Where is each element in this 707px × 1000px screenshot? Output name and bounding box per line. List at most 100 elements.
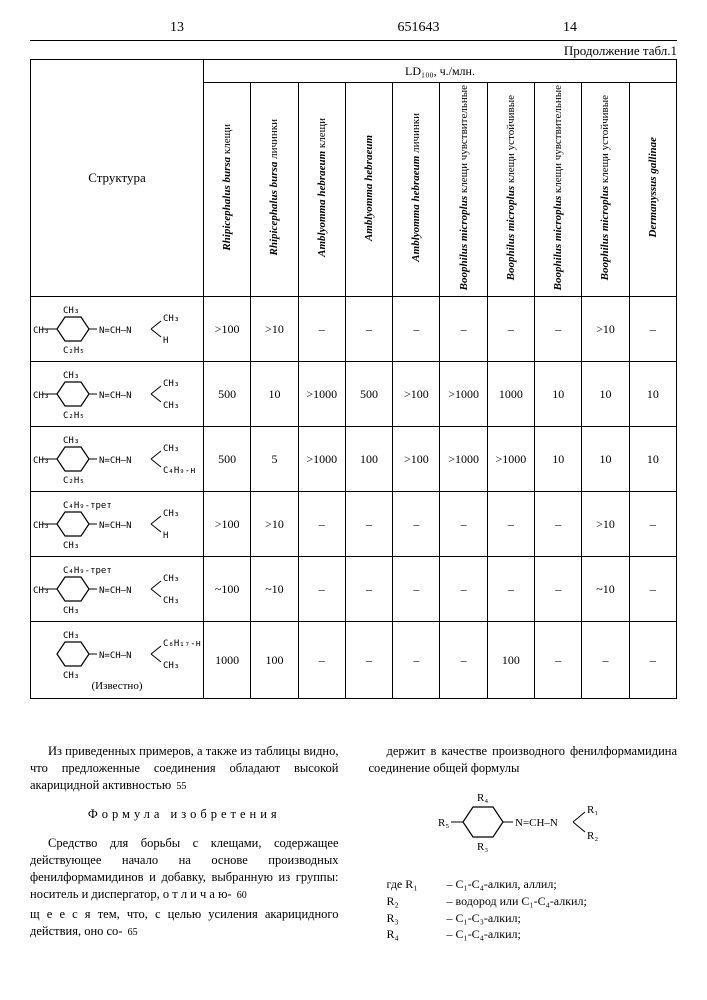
value-cell: – [582,622,629,699]
svg-text:C₄H₉-трет: C₄H₉-трет [63,566,112,576]
svg-text:C₂H₅: C₂H₅ [63,411,85,420]
value-cell: ~100 [204,557,251,622]
value-cell: – [440,557,487,622]
page-num-left: 13 [170,20,184,36]
svg-text:N=CH–N: N=CH–N [99,456,132,466]
value-cell: – [629,622,676,699]
value-cell: >10 [251,297,298,362]
svg-text:N=CH–N: N=CH–N [515,817,558,829]
line-number-65: 65 [128,927,138,938]
right-column: держит в качестве производного фенилформ… [369,739,678,944]
table-row: CH₃ CH₃ C₂H₅ N=CH–N CH₃ H >100>10––––––>… [31,297,677,362]
value-cell: ~10 [582,557,629,622]
formula-title: Формула изобретения [30,806,339,823]
where-row: R₄– C₁-C₄-алкил; [369,926,678,943]
value-cell: 10 [582,362,629,427]
col-header-9: Dermanyssus gallinae [629,83,676,297]
svg-text:CH₃: CH₃ [63,436,79,446]
structure-cell: CH₃ CH₃ C₂H₅ N=CH–N CH₃ CH₃ [31,362,204,427]
value-cell: >10 [582,297,629,362]
value-cell: >100 [204,492,251,557]
value-cell: 10 [629,427,676,492]
value-cell: 5 [251,427,298,492]
value-cell: >1000 [298,362,345,427]
value-cell: – [393,492,440,557]
table-body: CH₃ CH₃ C₂H₅ N=CH–N CH₃ H >100>10––––––>… [31,297,677,699]
table-row: CH₃ CH₃ C₂H₅ N=CH–N CH₃ C₄H₉-н 5005>1000… [31,427,677,492]
p2a-text: Средство для борьбы с клещами, содержаще… [30,836,339,901]
general-formula: R₅ R₄ R₃ N=CH–N R₁ R₂ [369,787,678,862]
value-cell: 10 [582,427,629,492]
svg-text:N=CH–N: N=CH–N [99,391,132,401]
svg-text:C₈H₁₇-н: C₈H₁₇-н [163,639,201,649]
svg-text:CH₃: CH₃ [163,574,179,584]
value-cell: >1000 [487,427,534,492]
svg-text:C₂H₅: C₂H₅ [63,346,85,355]
value-cell: – [298,557,345,622]
structure-cell: CH₃ C₄H₉-трет CH₃ N=CH–N CH₃ CH₃ [31,557,204,622]
value-cell: – [298,622,345,699]
value-cell: >1000 [440,362,487,427]
structure-cell: CH₃ CH₃ N=CH–N C₈H₁₇-н CH₃ (Известно) [31,622,204,699]
value-cell: >100 [393,427,440,492]
svg-text:R₁: R₁ [587,804,598,816]
line-number-60: 60 [237,890,247,901]
svg-text:N=CH–N: N=CH–N [99,586,132,596]
value-cell: 10 [535,362,582,427]
svg-text:CH₃: CH₃ [33,391,49,401]
value-cell: >1000 [298,427,345,492]
value-cell: 1000 [204,622,251,699]
col-header-0: Rhipicephalus bursa клещи [204,83,251,297]
structure-cell: CH₃ CH₃ C₂H₅ N=CH–N CH₃ C₄H₉-н [31,427,204,492]
paragraph-2b: щ е е с я тем, что, с целью усиления ака… [30,906,339,940]
value-cell: 100 [487,622,534,699]
value-cell: – [345,297,392,362]
paragraph-1: Из приведенных примеров, а также из табл… [30,743,339,794]
svg-text:CH₃: CH₃ [63,306,79,316]
svg-text:R₅: R₅ [438,817,449,829]
value-cell: 100 [345,427,392,492]
svg-text:CH₃: CH₃ [33,521,49,531]
col-header-4: Amblyomma hebraeum личинки [393,83,440,297]
svg-text:R₃: R₃ [477,841,488,853]
where-block: где R₁– C₁-C₄-алкил, аллил;R₂– водород и… [369,876,678,943]
table-continuation-label: Продолжение табл.1 [30,40,677,59]
svg-text:CH₃: CH₃ [63,371,79,381]
paragraph-2a: Средство для борьбы с клещами, содержаще… [30,835,339,903]
value-cell: – [535,297,582,362]
line-number-55: 55 [176,781,186,792]
value-cell: 100 [251,622,298,699]
svg-text:H: H [163,531,168,541]
value-cell: – [393,297,440,362]
value-cell: – [487,557,534,622]
page-number-row: 13 651643 14 [30,20,677,36]
structure-cell: CH₃ CH₃ C₂H₅ N=CH–N CH₃ H [31,297,204,362]
table-row: CH₃ C₄H₉-трет CH₃ N=CH–N CH₃ CH₃ ~100 ~10… [31,557,677,622]
svg-text:CH₃: CH₃ [163,444,179,454]
col-header-6: Boophilus microplus клещи устойчивые [487,83,534,297]
svg-text:H: H [163,336,168,346]
value-cell: 1000 [487,362,534,427]
p2b-text: щ е е с я тем, что, с целью усиления ака… [30,907,339,938]
left-column: Из приведенных примеров, а также из табл… [30,739,339,944]
value-cell: 10 [251,362,298,427]
value-cell: >10 [251,492,298,557]
svg-text:C₄H₉-н: C₄H₉-н [163,466,196,476]
col-header-8: Boophilus microplus клещи устойчивые [582,83,629,297]
svg-text:N=CH–N: N=CH–N [99,521,132,531]
value-cell: – [487,492,534,557]
value-cell: – [535,622,582,699]
value-cell: 500 [345,362,392,427]
svg-text:CH₃: CH₃ [163,379,179,389]
col-header-2: Amblyomma hebraeum клещи [298,83,345,297]
svg-text:N=CH–N: N=CH–N [99,326,132,336]
svg-text:R₄: R₄ [477,792,488,804]
table-head: Структура LD₁₀₀, ч./млн. Rhipicephalus b… [31,60,677,297]
value-cell: >10 [582,492,629,557]
where-row: R₂– водород или C₁-C₄-алкил; [369,893,678,910]
svg-text:CH₃: CH₃ [163,596,179,606]
svg-text:CH₃: CH₃ [63,606,79,615]
value-cell: – [535,492,582,557]
svg-text:CH₃: CH₃ [163,509,179,519]
value-cell: >100 [393,362,440,427]
